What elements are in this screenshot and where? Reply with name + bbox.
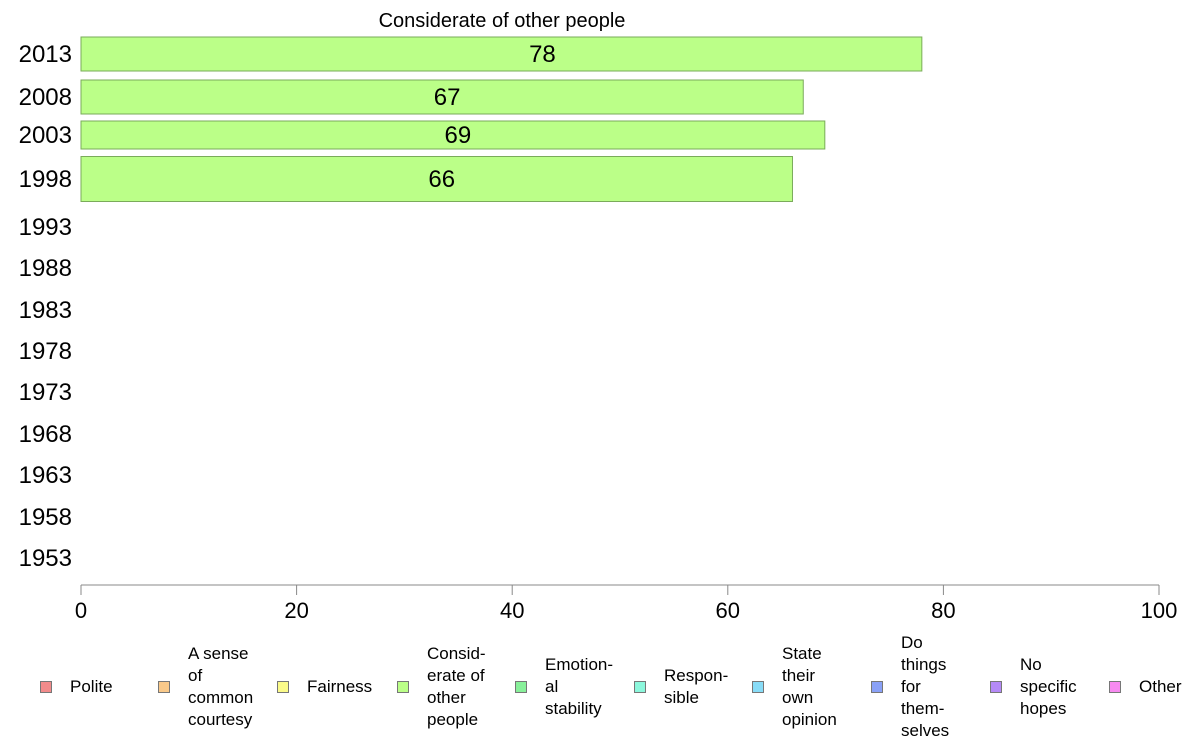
legend-item: Emotion- al stability: [515, 654, 613, 720]
legend-item: Consid- erate of other people: [397, 643, 486, 731]
legend-item: No specific hopes: [990, 654, 1077, 720]
x-tick-label: 100: [1141, 598, 1178, 623]
legend-swatch: [752, 681, 764, 693]
legend-label: Respon- sible: [664, 666, 729, 707]
legend-item: Polite: [40, 676, 113, 698]
legend-label: State their own opinion: [782, 644, 837, 729]
legend-item: Do things for them- selves: [871, 632, 949, 742]
bar: [80, 79, 804, 115]
legend-item: State their own opinion: [752, 643, 837, 731]
legend-swatch: [158, 681, 170, 693]
bar-value-label: 78: [529, 41, 556, 68]
legend-label: Fairness: [307, 677, 373, 696]
x-tick-label: 20: [284, 598, 308, 623]
bar: [80, 36, 923, 72]
y-tick-label: 1978: [19, 338, 72, 365]
legend-swatch: [277, 681, 289, 693]
y-tick-label: 1973: [19, 379, 72, 406]
legend-swatch: [40, 681, 52, 693]
chart-title: Considerate of other people: [379, 10, 626, 32]
y-tick-label: 1958: [19, 504, 72, 531]
y-tick-label: 2013: [19, 41, 72, 68]
y-tick-label: 1953: [19, 545, 72, 572]
y-tick-label: 2003: [19, 122, 72, 149]
legend-swatch: [397, 681, 409, 693]
x-tick-label: 0: [75, 598, 87, 623]
y-tick-label: 1968: [19, 421, 72, 448]
legend: Polite A sense of common courtesy Fairness…: [0, 633, 1188, 740]
x-tick-label: 40: [500, 598, 524, 623]
legend-label: Polite: [70, 677, 113, 696]
y-tick-label: 1963: [19, 462, 72, 489]
bar-value-label: 66: [428, 166, 455, 193]
bar: [80, 120, 826, 150]
legend-label: Other: [1139, 677, 1182, 696]
legend-item: A sense of common courtesy: [158, 643, 253, 731]
legend-item: Fairness: [277, 676, 372, 698]
legend-label: A sense of common courtesy: [188, 644, 254, 729]
legend-swatch: [871, 681, 883, 693]
y-tick-label: 1998: [19, 166, 72, 193]
legend-swatch: [634, 681, 646, 693]
y-tick-label: 2008: [19, 84, 72, 111]
y-tick-label: 1988: [19, 255, 72, 282]
legend-label: No specific hopes: [1020, 655, 1077, 718]
legend-item: Respon- sible: [634, 665, 728, 709]
bar-value-label: 67: [434, 84, 461, 111]
bar: [80, 156, 793, 202]
x-tick-label: 60: [716, 598, 740, 623]
legend-swatch: [990, 681, 1002, 693]
legend-label: Consid- erate of other people: [427, 644, 486, 729]
x-tick-label: 80: [931, 598, 955, 623]
legend-label: Emotion- al stability: [545, 655, 614, 718]
legend-swatch: [1109, 681, 1121, 693]
legend-swatch: [515, 681, 527, 693]
bar-value-label: 69: [445, 122, 472, 149]
y-tick-label: 1983: [19, 297, 72, 324]
y-tick-label: 1993: [19, 214, 72, 241]
legend-item: Other: [1109, 676, 1182, 698]
legend-label: Do things for them- selves: [901, 633, 950, 740]
